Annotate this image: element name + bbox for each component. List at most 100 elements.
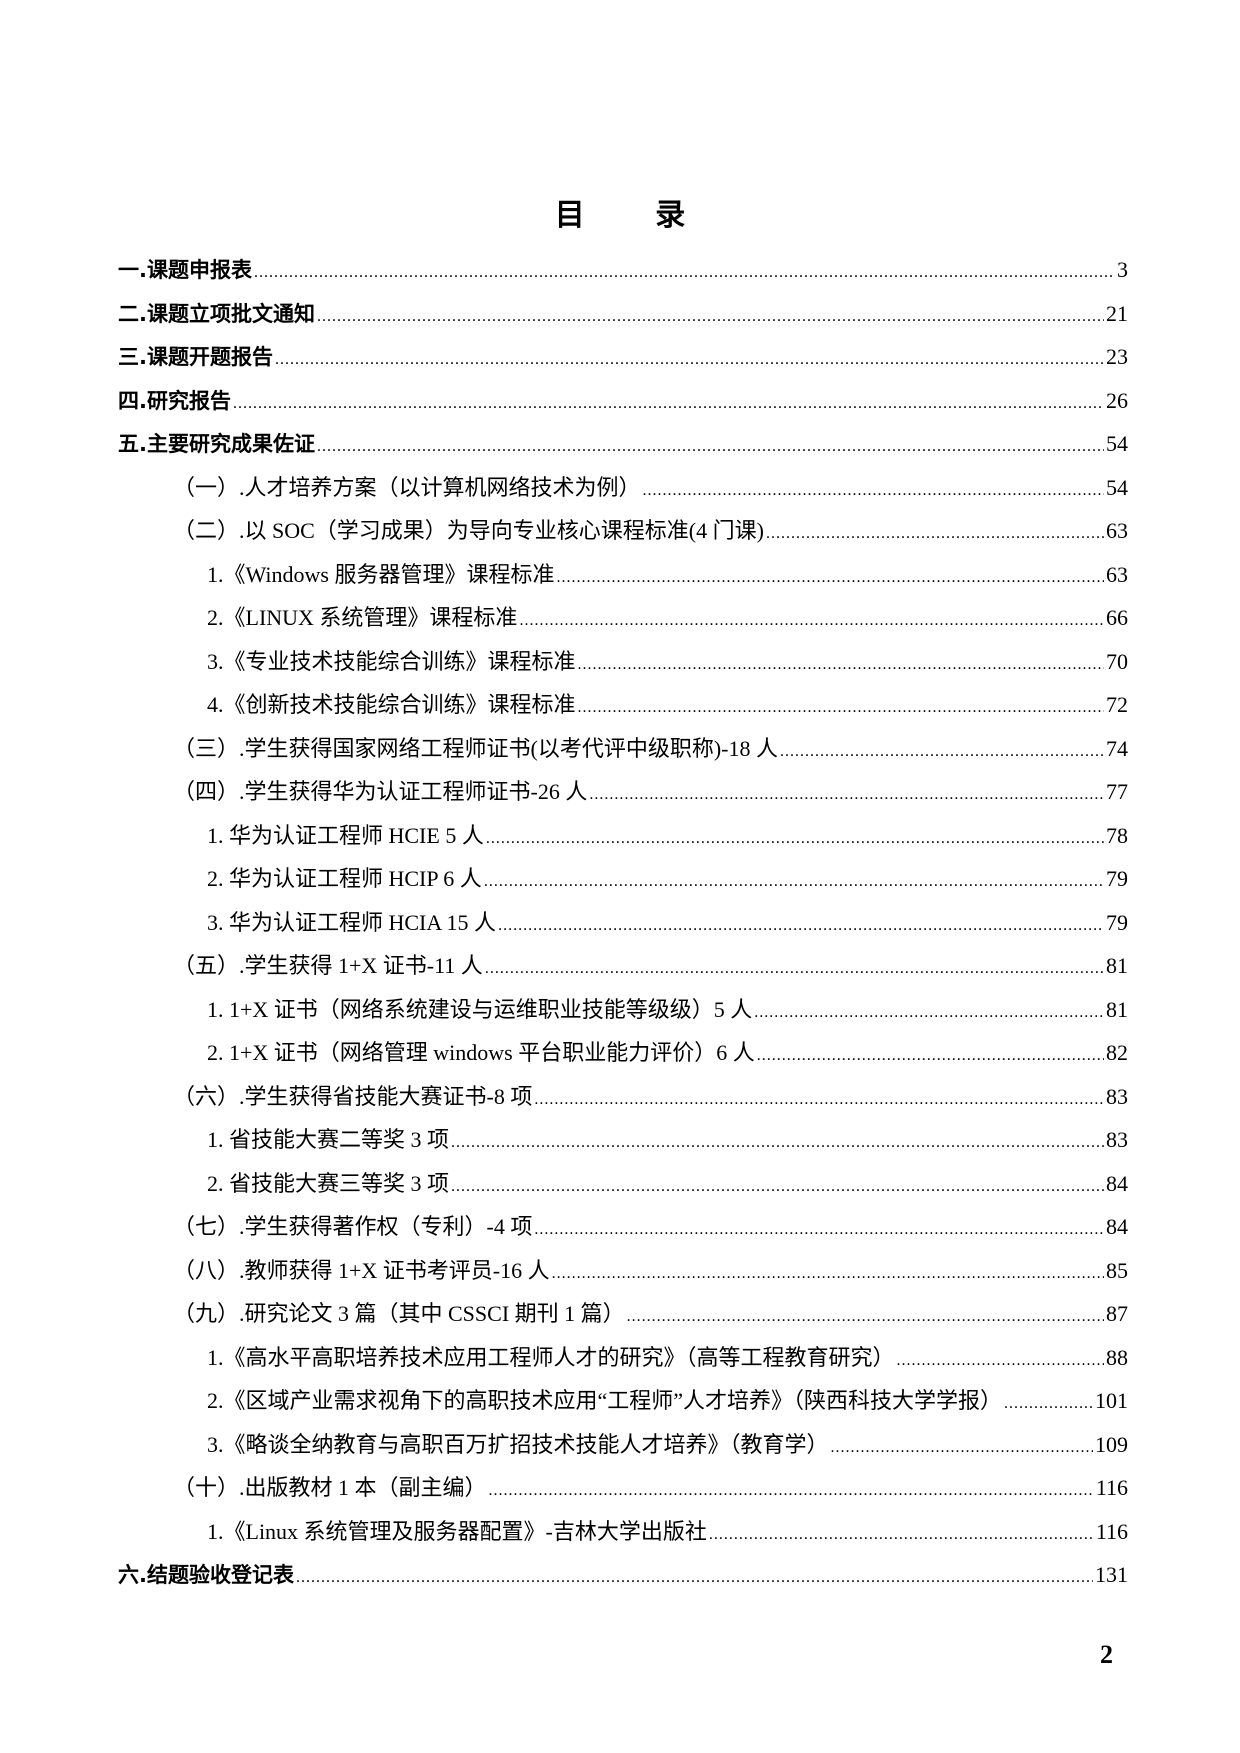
toc-entry[interactable]: 4.《创新技术技能综合训练》课程标准 72 — [118, 687, 1128, 731]
toc-entry-page: 87 — [1106, 1301, 1128, 1326]
toc-entry-title: 3.《略谈全纳教育与高职百万扩招技术技能人才培养》（教育学） — [207, 1431, 829, 1457]
dot-leader — [275, 342, 1104, 378]
toc-entry[interactable]: （四）.学生获得华为认证工程师证书-26 人 77 — [118, 774, 1128, 818]
dot-leader — [556, 560, 1104, 596]
toc-entry[interactable]: 2.《LINUX 系统管理》课程标准 66 — [118, 600, 1128, 644]
toc-entry-title: 2. 华为认证工程师 HCIP 6 人 — [207, 866, 482, 891]
dot-leader — [233, 386, 1104, 422]
dot-leader — [451, 1169, 1104, 1205]
toc-entry-page: 66 — [1106, 605, 1128, 630]
toc-entry-title: 五.主要研究成果佐证 — [118, 432, 315, 456]
dot-leader — [317, 299, 1104, 335]
toc-entry-title: 1. 省技能大赛二等奖 3 项 — [207, 1127, 450, 1152]
toc-entry-page: 82 — [1106, 1040, 1128, 1065]
toc-entry-page: 131 — [1095, 1562, 1128, 1587]
toc-entry[interactable]: 五.主要研究成果佐证 54 — [118, 426, 1128, 470]
toc-entry[interactable]: 1.《高水平高职培养技术应用工程师人才的研究》（高等工程教育研究） 88 — [118, 1340, 1128, 1384]
dot-leader — [709, 1517, 1094, 1553]
toc-entry[interactable]: 1. 华为认证工程师 HCIE 5 人 78 — [118, 818, 1128, 862]
toc-entry-page: 77 — [1106, 779, 1128, 804]
toc-entry-page: 54 — [1106, 474, 1128, 500]
toc-entry-page: 83 — [1106, 1127, 1128, 1152]
page-number: 2 — [1100, 1640, 1113, 1669]
toc-entry-page: 74 — [1106, 735, 1128, 761]
toc-entry-page: 79 — [1106, 866, 1128, 891]
toc-entry[interactable]: 四.研究报告 26 — [118, 383, 1128, 427]
toc-entry[interactable]: （九）.研究论文 3 篇（其中 CSSCI 期刊 1 篇） 87 — [118, 1296, 1128, 1340]
toc-entry-page: 116 — [1095, 1518, 1128, 1544]
toc-entry-title: 1. 华为认证工程师 HCIE 5 人 — [207, 822, 484, 848]
toc-entry-page: 63 — [1106, 561, 1128, 587]
toc-entry-title: 2. 1+X 证书（网络管理 windows 平台职业能力评价）6 人 — [207, 1040, 755, 1065]
toc-entry-title: 1.《Linux 系统管理及服务器配置》-吉林大学出版社 — [207, 1518, 707, 1544]
dot-leader — [589, 777, 1104, 813]
toc-entry-title: 1.《Windows 服务器管理》课程标准 — [207, 561, 555, 587]
toc-entry-title: 4.《创新技术技能综合训练》课程标准 — [207, 692, 576, 717]
toc-entry-page: 101 — [1095, 1388, 1128, 1413]
toc-entry[interactable]: 2.《区域产业需求视角下的高职技术应用“工程师”人才培养》（陕西科技大学学报） 1… — [118, 1383, 1128, 1427]
dot-leader — [831, 1430, 1093, 1466]
toc-entry-page: 85 — [1106, 1257, 1128, 1283]
table-of-contents: 一.课题申报表 3 二.课题立项批文通知 21 三.课题开题报告 23 四.研究报告 26 五.… — [118, 252, 1128, 1601]
toc-entry-page: 72 — [1106, 692, 1128, 717]
toc-entry-title: 三.课题开题报告 — [118, 345, 273, 369]
dot-leader — [484, 864, 1104, 900]
toc-entry[interactable]: 3.《专业技术技能综合训练》课程标准 70 — [118, 644, 1128, 688]
toc-entry[interactable]: 2. 华为认证工程师 HCIP 6 人 79 — [118, 861, 1128, 905]
dot-leader — [754, 995, 1104, 1031]
toc-entry-page: 84 — [1106, 1170, 1128, 1196]
dot-leader — [578, 690, 1104, 726]
toc-entry-page: 78 — [1106, 822, 1128, 848]
dot-leader — [578, 647, 1104, 683]
toc-entry[interactable]: 三.课题开题报告 23 — [118, 339, 1128, 383]
toc-entry-page: 116 — [1095, 1475, 1128, 1500]
toc-entry[interactable]: 二.课题立项批文通知 21 — [118, 296, 1128, 340]
toc-entry-page: 109 — [1095, 1431, 1128, 1457]
dot-leader — [552, 1256, 1104, 1292]
page-title: 目 录 — [554, 198, 716, 233]
dot-leader — [757, 1038, 1104, 1074]
toc-entry[interactable]: 3.《略谈全纳教育与高职百万扩招技术技能人才培养》（教育学） 109 — [118, 1427, 1128, 1471]
toc-entry-page: 83 — [1106, 1083, 1128, 1109]
toc-entry[interactable]: （七）.学生获得著作权（专利）-4 项 84 — [118, 1209, 1128, 1253]
toc-entry[interactable]: 3. 华为认证工程师 HCIA 15 人 79 — [118, 905, 1128, 949]
toc-entry[interactable]: （八）.教师获得 1+X 证书考评员-16 人 85 — [118, 1253, 1128, 1297]
toc-entry-title: （四）.学生获得华为认证工程师证书-26 人 — [173, 779, 588, 804]
toc-entry[interactable]: 一.课题申报表 3 — [118, 252, 1128, 296]
toc-entry[interactable]: （十）.出版教材 1 本（副主编） 116 — [118, 1470, 1128, 1514]
toc-entry-title: 3.《专业技术技能综合训练》课程标准 — [207, 648, 576, 674]
toc-entry[interactable]: 1. 1+X 证书（网络系统建设与运维职业技能等级级）5 人 81 — [118, 992, 1128, 1036]
toc-entry-page: 81 — [1106, 953, 1128, 978]
toc-entry[interactable]: 1. 省技能大赛二等奖 3 项 83 — [118, 1122, 1128, 1166]
dot-leader — [519, 603, 1104, 639]
toc-entry[interactable]: （三）.学生获得国家网络工程师证书(以考代评中级职称)-18 人 74 — [118, 731, 1128, 775]
toc-entry[interactable]: （一）.人才培养方案（以计算机网络技术为例） 54 — [118, 470, 1128, 514]
dot-leader — [498, 908, 1104, 944]
dot-leader — [534, 1212, 1104, 1248]
toc-entry[interactable]: 2. 1+X 证书（网络管理 windows 平台职业能力评价）6 人 82 — [118, 1035, 1128, 1079]
toc-entry[interactable]: 1.《Linux 系统管理及服务器配置》-吉林大学出版社 116 — [118, 1514, 1128, 1558]
toc-entry-page: 88 — [1106, 1344, 1128, 1370]
toc-entry-page: 54 — [1106, 431, 1128, 456]
toc-entry-title: （一）.人才培养方案（以计算机网络技术为例） — [173, 474, 641, 500]
toc-entry-title: 一.课题申报表 — [118, 258, 252, 282]
dot-leader — [317, 429, 1104, 465]
toc-entry-title: （七）.学生获得著作权（专利）-4 项 — [173, 1214, 533, 1239]
toc-entry[interactable]: 1.《Windows 服务器管理》课程标准 63 — [118, 557, 1128, 601]
dot-leader — [643, 473, 1104, 509]
toc-entry-title: 3. 华为认证工程师 HCIA 15 人 — [207, 909, 497, 935]
dot-leader — [485, 951, 1104, 987]
toc-entry-page: 3 — [1117, 257, 1128, 282]
dot-leader — [1004, 1386, 1093, 1422]
toc-entry[interactable]: （五）.学生获得 1+X 证书-11 人 81 — [118, 948, 1128, 992]
toc-entry[interactable]: 2. 省技能大赛三等奖 3 项 84 — [118, 1166, 1128, 1210]
toc-entry[interactable]: 六.结题验收登记表 131 — [118, 1557, 1128, 1601]
dot-leader — [780, 734, 1104, 770]
toc-entry-title: 1.《高水平高职培养技术应用工程师人才的研究》（高等工程教育研究） — [207, 1344, 895, 1370]
toc-entry-title: 2.《LINUX 系统管理》课程标准 — [207, 605, 518, 630]
dot-leader — [766, 516, 1104, 552]
dot-leader — [627, 1299, 1104, 1335]
toc-entry-title: 六.结题验收登记表 — [118, 1563, 294, 1587]
toc-entry[interactable]: （六）.学生获得省技能大赛证书-8 项 83 — [118, 1079, 1128, 1123]
toc-entry[interactable]: （二）.以 SOC（学习成果）为导向专业核心课程标准(4 门课) 63 — [118, 513, 1128, 557]
